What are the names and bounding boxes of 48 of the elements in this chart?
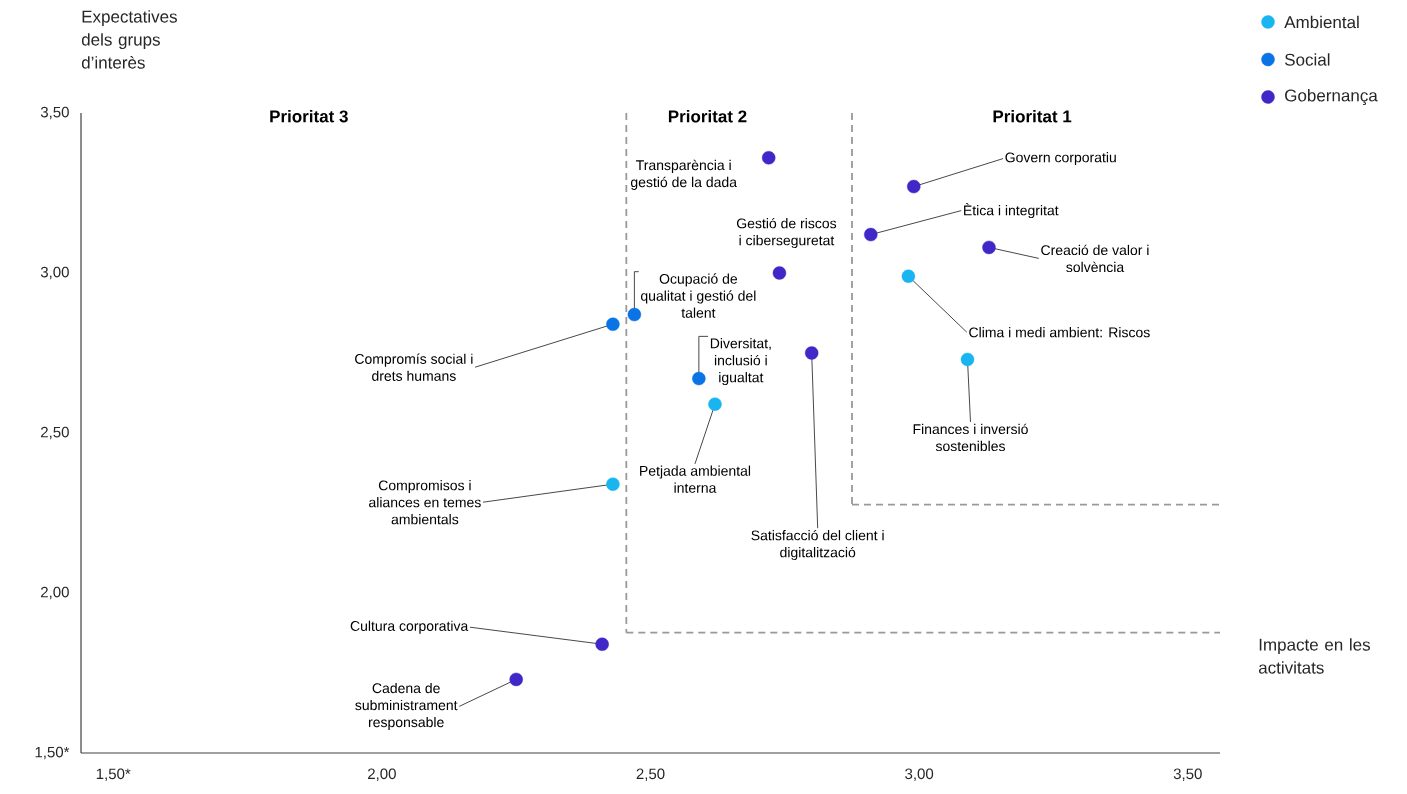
annotation: Finances i inversió sostenibles (913, 423, 1028, 452)
x-tick-label: 1,50* (96, 768, 131, 781)
point (509, 672, 523, 687)
y-tick-label: 3,50 (40, 106, 69, 120)
point (708, 397, 722, 411)
annotation: Compromís social i drets humans (355, 353, 473, 381)
annotation: Diversitat, inclusió i igualtat (710, 338, 771, 386)
point (606, 477, 620, 491)
y-tick-label: 1,50* (35, 746, 70, 760)
legend-label: Gobernança (1285, 89, 1378, 105)
annotation: Transparència i gestió de la dada (630, 159, 737, 190)
point (692, 371, 706, 386)
annotation: Clima i medi ambient: Riscos (969, 327, 1150, 338)
x-tick-label: 3,50 (1173, 768, 1202, 781)
y-tick-label: 3,00 (40, 266, 69, 280)
annotation: Prioritat 3 (270, 109, 348, 123)
annotation: Ètica i integritat (964, 203, 1059, 219)
point (762, 151, 776, 165)
y-tick-label: 2,00 (41, 586, 69, 600)
annotation: Gestió de riscos i ciberseguretat (736, 217, 837, 249)
annotation: Compromisos i aliances en temes ambientals (369, 480, 481, 525)
y-tick-label: 2,50 (41, 426, 69, 440)
point (901, 269, 916, 283)
annotation: Prioritat 1 (993, 109, 1072, 123)
point (595, 637, 609, 651)
point (627, 307, 642, 322)
legend-label: Social (1284, 53, 1330, 66)
point (907, 179, 921, 194)
x-tick-label: 2,00 (368, 768, 396, 781)
annotation: Creació de valor i solvència (1041, 244, 1149, 273)
x-tick-label: 2,50 (636, 768, 665, 781)
point (772, 266, 787, 280)
point (982, 240, 996, 255)
point (606, 317, 620, 331)
annotation: Prioritat 2 (668, 109, 747, 123)
point (804, 346, 819, 360)
annotation: Satisfacció del client i digitalització (751, 529, 884, 561)
point (864, 227, 878, 242)
annotation: Cultura corporativa (350, 620, 469, 634)
annotation: Petjada ambiental interna (640, 465, 751, 493)
point (960, 352, 975, 367)
legend-label: Ambiental (1284, 15, 1359, 29)
annotation: Cadena de subministrament responsable (355, 682, 458, 730)
annotation: Govern corporatiu (1005, 152, 1116, 166)
x-tick-label: 3,00 (905, 768, 934, 781)
annotation: Ocupació de qualitat i gestió del talent (641, 273, 756, 318)
x-axis-title: Impacte en les activitats (1258, 638, 1371, 674)
y-axis-title: Expectatives dels grups d’interès (81, 10, 177, 69)
